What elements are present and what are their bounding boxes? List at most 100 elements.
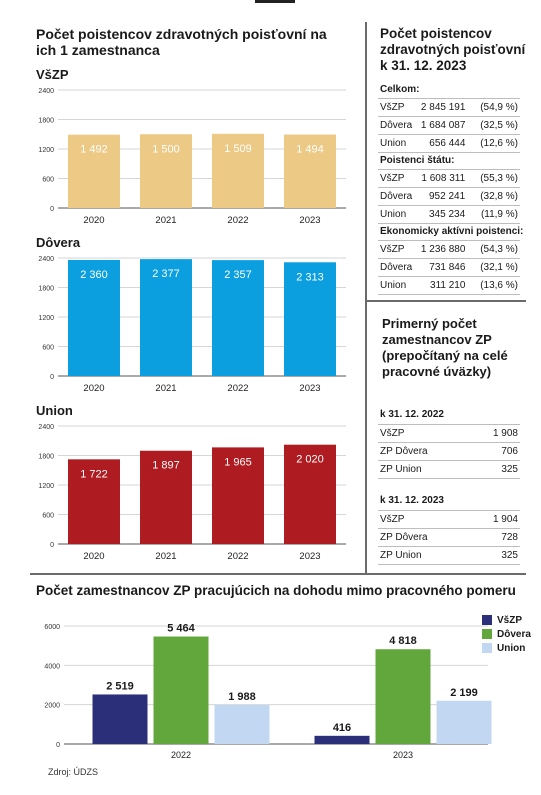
table-cell-name: ZP Dôvera xyxy=(378,528,469,547)
legend-label-dovera: Dôvera xyxy=(497,628,531,640)
bar xyxy=(140,450,192,544)
legend-item-dovera: Dôvera xyxy=(482,627,531,641)
table-cell-name: Dôvera xyxy=(378,116,417,135)
chart-title-vszp: VšZP xyxy=(36,67,69,82)
table-cell-pct: (12,6 %) xyxy=(467,134,520,153)
left-title: Počet poistencov zdravotných poisťovní n… xyxy=(36,26,327,58)
bar xyxy=(214,704,270,744)
table-cell-value: 1 608 311 xyxy=(416,169,468,188)
table-row: ZP Union 325 xyxy=(378,460,520,479)
bar xyxy=(68,459,120,544)
table-row: Union 345 234 (11,9 %) xyxy=(378,205,520,224)
legend-swatch-dovera xyxy=(482,629,492,639)
table-cell-value: 706 xyxy=(468,442,520,461)
table-cell-name: Union xyxy=(378,134,417,153)
y-tick-label: 0 xyxy=(50,206,54,213)
y-tick-label: 0 xyxy=(50,374,54,381)
table-cell-value: 1 236 880 xyxy=(416,240,468,259)
x-tick-label: 2023 xyxy=(299,551,320,562)
table-cell-name: Dôvera xyxy=(378,258,417,277)
table-cell-pct: (32,1 %) xyxy=(467,258,520,277)
chart-dovera: 0 600 1200 1800 2400 2 360 2020 2 377 2021 2 357 2… xyxy=(38,256,346,394)
table-row: VšZP 1 608 311 (55,3 %) xyxy=(378,169,520,188)
bar xyxy=(212,260,264,376)
chart-union: 0 600 1200 1800 2400 1 722 2020 1 897 2021 1 965 2… xyxy=(38,424,346,562)
data-label: 1 509 xyxy=(224,143,252,155)
table-cell-name: ZP Dôvera xyxy=(378,442,469,461)
table-row: VšZP 2 845 191 (54,9 %) xyxy=(378,98,520,117)
table-cell-name: Union xyxy=(378,205,417,224)
x-tick-label: 2023 xyxy=(393,750,413,760)
table-row: ZP Union 325 xyxy=(378,546,520,565)
table-row: VšZP 1 904 xyxy=(378,510,520,529)
data-label: 2 519 xyxy=(106,680,134,692)
table-cell-name: VšZP xyxy=(378,510,469,529)
table-cell-pct: (13,6 %) xyxy=(467,276,520,295)
y-tick-label: 1200 xyxy=(38,147,54,154)
data-label: 1 500 xyxy=(152,143,180,155)
table-heading: k 31. 12. 2022 xyxy=(380,409,444,420)
table-cell-pct: (11,9 %) xyxy=(467,205,520,224)
bar xyxy=(284,134,336,208)
data-label: 1 897 xyxy=(152,460,180,472)
bar xyxy=(284,444,336,544)
legend-item-vszp: VšZP xyxy=(482,613,531,627)
data-label: 1 722 xyxy=(80,468,108,480)
table-row: VšZP 1 236 880 (54,3 %) xyxy=(378,240,520,259)
x-tick-label: 2022 xyxy=(227,383,248,394)
bar xyxy=(375,649,431,744)
data-label: 2 199 xyxy=(450,687,478,699)
x-tick-label: 2020 xyxy=(83,551,104,562)
x-tick-label: 2021 xyxy=(155,383,176,394)
data-label: 1 494 xyxy=(296,144,324,156)
y-tick-label: 1200 xyxy=(38,483,54,490)
employees-title: Primerný počet zamestnancov ZP (prepočít… xyxy=(382,316,508,379)
table-row: Union 311 210 (13,6 %) xyxy=(378,276,520,295)
y-tick-label: 600 xyxy=(42,177,54,184)
table-row: Union 656 444 (12,6 %) xyxy=(378,134,520,153)
bottom-title: Počet zamestnancov ZP pracujúcich na doh… xyxy=(36,583,516,598)
table-cell-value: 1 908 xyxy=(468,424,520,443)
left-title-block: Počet poistencov zdravotných poisťovní n… xyxy=(36,26,336,58)
bar xyxy=(92,694,148,744)
x-tick-label: 2020 xyxy=(83,383,104,394)
x-tick-label: 2022 xyxy=(227,215,248,226)
right-title-block: Počet poistencov zdravotných poisťovní k… xyxy=(380,26,530,74)
bottom-title-block: Počet zamestnancov ZP pracujúcich na doh… xyxy=(36,583,526,599)
y-tick-label: 0 xyxy=(56,742,60,749)
data-label: 2 360 xyxy=(80,269,108,281)
chart-title-dovera: Dôvera xyxy=(36,235,81,250)
bar xyxy=(212,447,264,544)
table-cell-pct: (32,5 %) xyxy=(467,116,520,135)
stats-table: VšZP 1 908 ZP Dôvera 706 ZP Union 325 xyxy=(378,424,520,479)
data-label: 416 xyxy=(333,722,351,734)
table-cell-value: 345 234 xyxy=(416,205,468,224)
table-cell-name: VšZP xyxy=(378,240,417,259)
x-tick-label: 2022 xyxy=(171,750,191,760)
y-tick-label: 600 xyxy=(42,345,54,352)
column-divider xyxy=(365,22,367,573)
y-tick-label: 1800 xyxy=(38,454,54,461)
legend-swatch-union xyxy=(482,643,492,653)
table-cell-value: 2 845 191 xyxy=(416,98,468,117)
table-heading: Celkom: xyxy=(380,84,420,95)
y-tick-label: 2000 xyxy=(44,703,60,710)
top-rule xyxy=(255,0,295,3)
table-row: VšZP 1 908 xyxy=(378,424,520,443)
bar xyxy=(153,636,209,744)
bar xyxy=(314,735,370,744)
stats-table: VšZP 1 608 311 (55,3 %) Dôvera 952 241 (32,8 … xyxy=(378,169,520,224)
data-label: 1 492 xyxy=(80,144,108,156)
table-heading: k 31. 12. 2023 xyxy=(380,495,444,506)
y-tick-label: 1200 xyxy=(38,315,54,322)
bar xyxy=(212,133,264,208)
legend-swatch-vszp xyxy=(482,615,492,625)
x-tick-label: 2020 xyxy=(83,215,104,226)
table-cell-value: 952 241 xyxy=(416,187,468,206)
y-tick-label: 2400 xyxy=(38,88,54,95)
x-tick-label: 2021 xyxy=(155,551,176,562)
y-tick-label: 4000 xyxy=(44,663,60,670)
chart-vszp: 0 600 1200 1800 2400 1 492 2020 1 500 2021 1 509 2… xyxy=(38,88,346,226)
table-heading: Ekonomicky aktívni poistenci: xyxy=(380,226,524,237)
table-cell-value: 1 684 087 xyxy=(416,116,468,135)
